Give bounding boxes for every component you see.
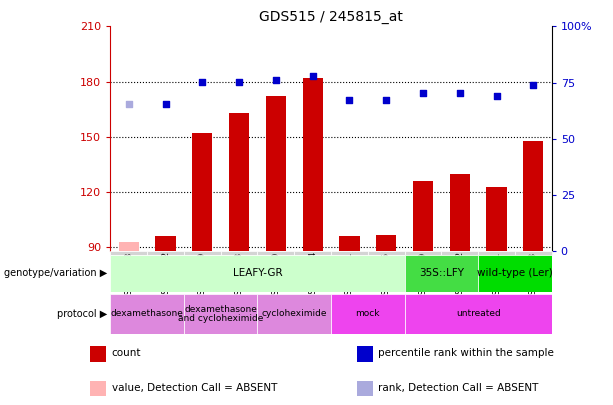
Point: [234, 78, 244, 85]
Text: rank, Detection Call = ABSENT: rank, Detection Call = ABSENT: [378, 383, 539, 393]
Bar: [405, 255, 478, 292]
Text: GSM13785: GSM13785: [382, 251, 390, 301]
Text: protocol ▶: protocol ▶: [57, 309, 107, 319]
Bar: [257, 294, 331, 334]
Bar: [478, 255, 552, 292]
Point: [528, 82, 538, 89]
Text: GSM13784: GSM13784: [308, 251, 317, 301]
Bar: [368, 251, 405, 255]
Text: count: count: [112, 348, 141, 358]
Bar: [487, 187, 506, 251]
Text: mock: mock: [356, 309, 380, 318]
Text: GSM13779: GSM13779: [198, 251, 207, 301]
Bar: [147, 251, 184, 255]
Bar: [110, 294, 184, 334]
Bar: [184, 251, 221, 255]
Bar: [294, 251, 331, 255]
Text: genotype/variation ▶: genotype/variation ▶: [4, 269, 107, 278]
Bar: [405, 294, 552, 334]
Text: untreated: untreated: [455, 309, 501, 318]
Bar: [110, 251, 147, 255]
Bar: [90, 381, 107, 396]
Bar: [110, 255, 405, 292]
Bar: [119, 242, 139, 251]
Bar: [405, 251, 441, 255]
Text: dexamethasone
and cycloheximide: dexamethasone and cycloheximide: [178, 305, 264, 323]
Bar: [478, 251, 515, 255]
Bar: [90, 347, 107, 362]
Bar: [413, 181, 433, 251]
Bar: [184, 294, 257, 334]
Text: value, Detection Call = ABSENT: value, Detection Call = ABSENT: [112, 383, 277, 393]
Text: wild-type (Ler): wild-type (Ler): [477, 269, 553, 278]
Title: GDS515 / 245815_at: GDS515 / 245815_at: [259, 10, 403, 24]
Point: [492, 93, 501, 100]
Text: GSM13778: GSM13778: [124, 251, 133, 301]
Text: LEAFY-GR: LEAFY-GR: [233, 269, 282, 278]
Point: [161, 100, 170, 107]
Text: 35S::LFY: 35S::LFY: [419, 269, 464, 278]
Point: [308, 73, 318, 79]
Bar: [221, 251, 257, 255]
Bar: [376, 234, 396, 251]
Bar: [229, 113, 249, 251]
Point: [124, 100, 134, 107]
Point: [345, 97, 354, 103]
Bar: [515, 251, 552, 255]
Text: GSM13792: GSM13792: [455, 251, 464, 301]
Point: [197, 78, 207, 85]
Bar: [340, 237, 359, 251]
Text: GSM13780: GSM13780: [272, 251, 280, 301]
Text: GSM13789: GSM13789: [419, 251, 427, 301]
Bar: [257, 251, 294, 255]
Bar: [523, 141, 543, 251]
Text: GSM13781: GSM13781: [345, 251, 354, 301]
Point: [271, 77, 281, 83]
Text: GSM13782: GSM13782: [161, 251, 170, 301]
Bar: [155, 237, 175, 251]
Bar: [331, 294, 405, 334]
Bar: [192, 133, 212, 251]
Text: cycloheximide: cycloheximide: [262, 309, 327, 318]
Point: [455, 90, 465, 96]
Point: [418, 90, 428, 96]
Bar: [441, 251, 478, 255]
Text: GSM13783: GSM13783: [235, 251, 243, 301]
Bar: [357, 347, 373, 362]
Bar: [331, 251, 368, 255]
Text: dexamethasone: dexamethasone: [111, 309, 183, 318]
Text: GSM13791: GSM13791: [492, 251, 501, 301]
Bar: [303, 78, 322, 251]
Point: [381, 97, 391, 103]
Bar: [266, 96, 286, 251]
Text: GSM13793: GSM13793: [529, 251, 538, 301]
Bar: [450, 174, 470, 251]
Bar: [357, 381, 373, 396]
Text: percentile rank within the sample: percentile rank within the sample: [378, 348, 554, 358]
